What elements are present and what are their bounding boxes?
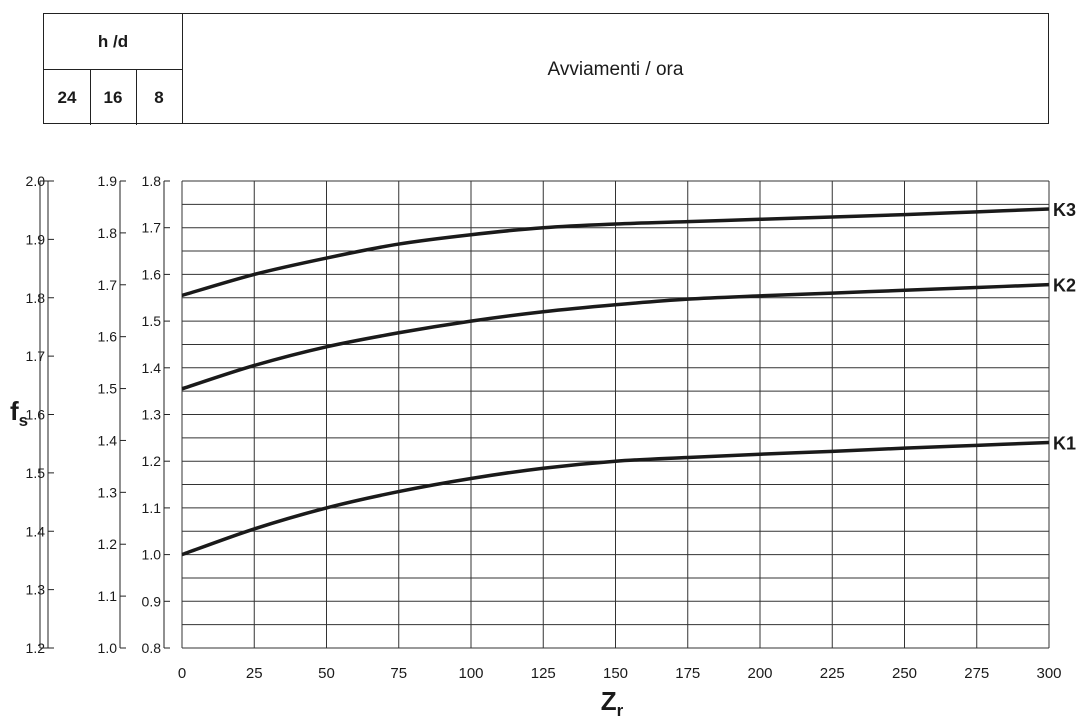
table-divider [136, 69, 137, 125]
y-tick-label: 1.8 [142, 173, 162, 189]
x-tick-label: 225 [820, 665, 845, 682]
y-tick-label: 1.4 [142, 360, 162, 376]
series-k2-label: K2 [1053, 276, 1076, 296]
x-tick-label: 250 [892, 665, 917, 682]
y-tick-label: 1.7 [26, 348, 46, 364]
y-tick-label: 1.2 [98, 536, 118, 552]
series-k3-line [181, 207, 1050, 298]
y-tick-label: 1.6 [142, 266, 162, 282]
y-tick-label: 1.3 [98, 484, 118, 500]
y-tick-label: 1.4 [26, 523, 46, 539]
x-axis-title-sub: r [617, 701, 624, 720]
table-divider [182, 14, 183, 123]
table-divider [90, 69, 91, 125]
y-axis-title-sub: s [19, 411, 28, 430]
x-tick-label: 150 [603, 665, 628, 682]
grid [181, 180, 1050, 649]
y-axis-title: fs [10, 396, 28, 430]
y-tick-label: 1.8 [26, 290, 46, 306]
y-tick-label: 1.6 [26, 407, 46, 423]
x-axis-title: Zr [601, 686, 624, 720]
duty-table: h /d 24 16 8 Avviamenti / ora [43, 13, 1049, 125]
y-tick-label: 1.3 [142, 407, 162, 423]
x-tick-label: 25 [246, 665, 263, 682]
y-tick-label: 1.8 [98, 225, 118, 241]
series-k1-line [181, 440, 1050, 557]
y-tick-label: 1.5 [98, 381, 118, 397]
y-tick-label: 1.5 [26, 465, 46, 481]
y-tick-label: 1.0 [142, 547, 162, 563]
series-lines: K1 K2 K3 [181, 200, 1076, 557]
x-tick-label: 300 [1036, 665, 1061, 682]
x-tick-label: 125 [531, 665, 556, 682]
x-tick-label: 275 [964, 665, 989, 682]
x-tick-label: 200 [747, 665, 772, 682]
y-tick-label: 1.7 [98, 277, 118, 293]
series-k2-line [181, 282, 1050, 391]
y-tick-label: 1.7 [142, 220, 162, 236]
y-tick-label: 1.5 [142, 313, 162, 329]
y-axis-2: 1.9 1.8 1.7 1.6 1.5 1.4 1.3 1.2 1.1 1.0 [98, 173, 126, 656]
axes: 2.01.91.81.71.61.51.41.31.21.91.81.71.61… [26, 173, 170, 656]
table-divider [44, 69, 182, 70]
hours-24-cell: 24 [57, 87, 77, 107]
y-tick-label: 1.6 [98, 329, 118, 345]
hours-8-cell: 8 [154, 87, 164, 107]
x-axis-title-main: Z [601, 686, 617, 716]
y-tick-label: 1.9 [26, 231, 46, 247]
x-tick-label: 100 [458, 665, 483, 682]
y-tick-label: 0.8 [142, 640, 162, 656]
y-axis-3: 1.8 1.7 1.6 1.5 1.4 1.3 1.2 1.1 1.0 0.9 0.8 [142, 173, 170, 656]
x-tick-label: 50 [318, 665, 335, 682]
y-tick-label: 1.4 [98, 432, 118, 448]
y-tick-label: 1.2 [142, 453, 162, 469]
starts-per-hour-title: Avviamenti / ora [547, 58, 684, 80]
x-tick-label: 0 [178, 665, 186, 682]
y-axis-title-main: f [10, 396, 19, 426]
y-tick-label: 1.1 [98, 588, 118, 604]
y-tick-label: 1.1 [142, 500, 162, 516]
y-tick-label: 0.9 [142, 593, 162, 609]
y-tick-label: 1.3 [26, 582, 46, 598]
axis-labels: 0 25 50 75 100 125 150 175 200 225 250 275 300 Zr fs [10, 396, 1062, 720]
x-tick-label: 175 [675, 665, 700, 682]
series-k3-label: K3 [1053, 200, 1076, 220]
y-tick-label: 1.0 [98, 640, 118, 656]
series-k1-label: K1 [1053, 434, 1076, 454]
hours-16-cell: 16 [103, 87, 123, 107]
x-tick-label: 75 [390, 665, 407, 682]
y-tick-label: 1.9 [98, 173, 118, 189]
hours-per-day-label: h /d [97, 31, 129, 51]
